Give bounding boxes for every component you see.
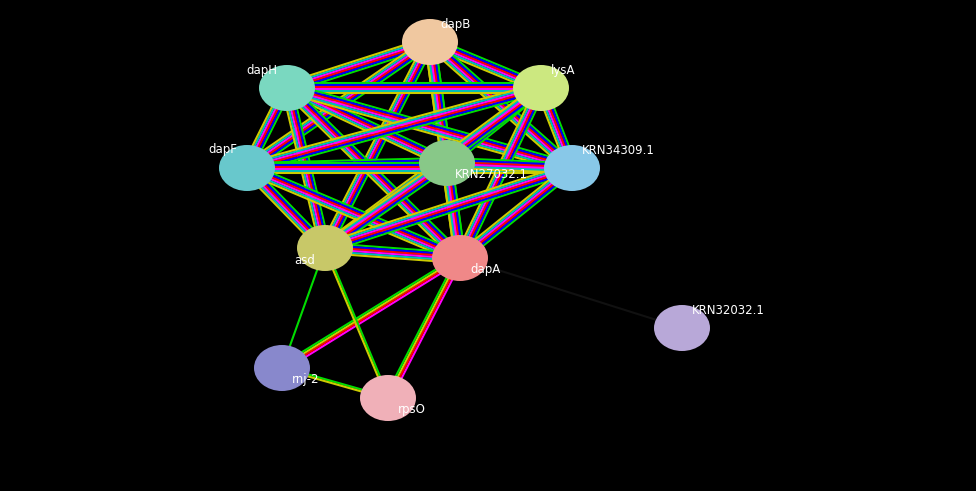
Text: dapB: dapB: [440, 18, 470, 30]
Text: dapH: dapH: [246, 63, 277, 77]
Text: lysA: lysA: [551, 63, 576, 77]
Text: KRN32032.1: KRN32032.1: [692, 303, 765, 317]
Ellipse shape: [419, 140, 475, 186]
Text: asd: asd: [294, 253, 315, 267]
Text: KRN27032.1: KRN27032.1: [455, 168, 528, 182]
Ellipse shape: [360, 375, 416, 421]
Ellipse shape: [544, 145, 600, 191]
Ellipse shape: [654, 305, 710, 351]
Text: dapF: dapF: [208, 143, 237, 157]
Ellipse shape: [432, 235, 488, 281]
Ellipse shape: [254, 345, 310, 391]
Text: rpsO: rpsO: [398, 404, 426, 416]
Text: KRN34309.1: KRN34309.1: [582, 143, 655, 157]
Ellipse shape: [402, 19, 458, 65]
Ellipse shape: [259, 65, 315, 111]
Text: rnj-2: rnj-2: [292, 374, 319, 386]
Text: dapA: dapA: [470, 264, 501, 276]
Ellipse shape: [219, 145, 275, 191]
Ellipse shape: [513, 65, 569, 111]
Ellipse shape: [297, 225, 353, 271]
